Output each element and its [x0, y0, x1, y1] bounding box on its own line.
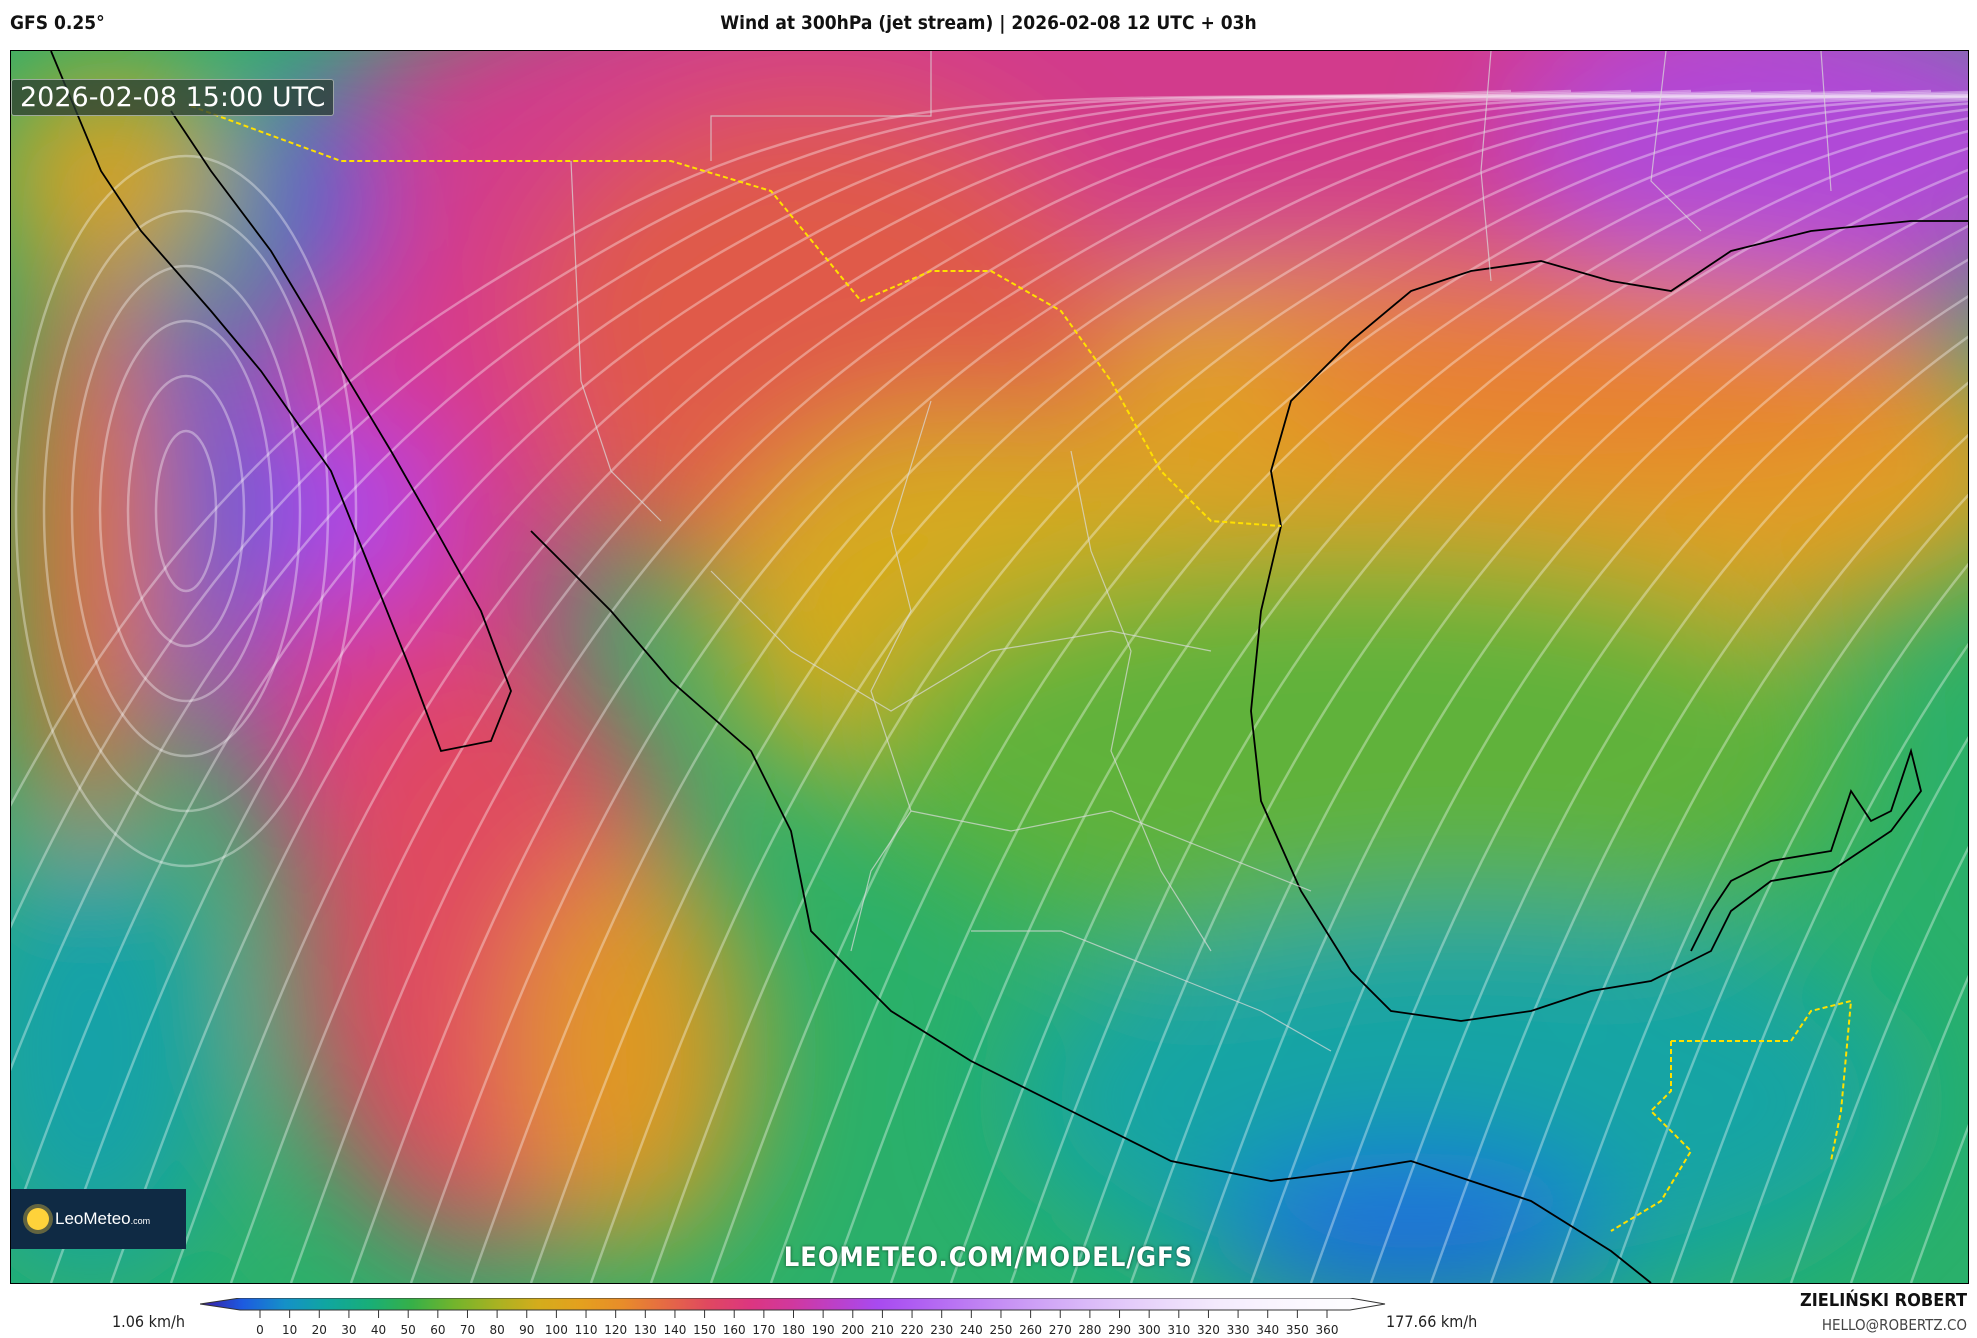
wind-field	[11, 51, 1968, 1283]
streamline	[1189, 224, 1968, 1283]
state-borders	[570, 51, 1832, 1052]
coastline	[50, 51, 1968, 1283]
colorbar-tick-label: 70	[460, 1323, 475, 1337]
colorbar-tick-label: 240	[960, 1323, 983, 1337]
streamline	[889, 117, 1968, 1283]
colorbar-tick-label: 140	[663, 1323, 686, 1337]
streamline	[1609, 562, 1968, 1283]
colorbar-tick-label: 30	[341, 1323, 356, 1337]
colorbar-tick-label: 250	[990, 1323, 1013, 1337]
valid-time-label: 2026-02-08 15:00 UTC	[11, 79, 335, 116]
colorbar-tick-label: 230	[930, 1323, 953, 1337]
streamlines	[11, 89, 1968, 1283]
colorbar-tick-label: 340	[1256, 1323, 1279, 1337]
colorbar-tick-label: 220	[901, 1323, 924, 1337]
streamline	[1009, 147, 1968, 1283]
streamline	[1129, 194, 1968, 1283]
model-label: GFS 0.25°	[10, 12, 105, 34]
streamline	[98, 319, 274, 703]
streamline	[229, 89, 1932, 1283]
streamline	[154, 429, 218, 593]
streamline	[469, 94, 1968, 1283]
colorbar-tick-label: 90	[519, 1323, 534, 1337]
streamline	[769, 102, 1968, 1283]
colorbar-tick-label: 10	[282, 1323, 297, 1337]
streamline	[1249, 258, 1968, 1283]
colorbar-tick-label: 360	[1316, 1323, 1339, 1337]
colorbar-tick-label: 100	[545, 1323, 568, 1337]
streamline	[829, 108, 1968, 1283]
map-title: Wind at 300hPa (jet stream) | 2026-02-08…	[720, 12, 1257, 34]
colorbar-tick-label: 0	[256, 1323, 264, 1337]
streamline	[11, 89, 1512, 807]
legend-max-label: 177.66 km/h	[1386, 1312, 1478, 1331]
streamline	[14, 154, 358, 868]
colorbar-tick-label: 60	[430, 1323, 445, 1337]
watermark-url: LEOMETEO.COM/MODEL/GFS	[783, 1242, 1194, 1273]
colorbar-tick-label: 40	[371, 1323, 386, 1337]
colorbar-tick-label: 320	[1197, 1323, 1220, 1337]
streamline	[949, 129, 1968, 1283]
colorbar-tick-label: 200	[841, 1323, 864, 1337]
colorbar-tick-label: 160	[723, 1323, 746, 1337]
streamline	[349, 92, 1968, 1283]
colorbar-tick-label: 20	[312, 1323, 327, 1337]
streamline	[1489, 433, 1968, 1283]
colorbar-tick-label: 210	[871, 1323, 894, 1337]
streamline	[169, 89, 1872, 1283]
colorbar-tick-label: 300	[1138, 1323, 1161, 1337]
streamline	[70, 264, 302, 758]
colorbar-tick-label: 50	[401, 1323, 416, 1337]
colorbar-tick-label: 290	[1108, 1323, 1131, 1337]
streamline	[649, 96, 1968, 1283]
colorbar-tick-label: 170	[752, 1323, 775, 1337]
wind-map[interactable]: 2026-02-08 15:00 UTC LeoMeteo.com	[10, 50, 1969, 1284]
streamline	[1669, 642, 1968, 1283]
streamline	[409, 93, 1968, 1283]
logo-text: LeoMeteo	[55, 1209, 131, 1228]
colorbar-tick-label: 330	[1227, 1323, 1250, 1337]
streamline	[49, 89, 1752, 1283]
streamline	[11, 89, 1632, 1072]
colorbar-tick-label: 190	[812, 1323, 835, 1337]
streamline	[1429, 381, 1968, 1283]
streamline	[289, 90, 1968, 1283]
streamline	[42, 209, 330, 813]
streamline	[529, 95, 1968, 1283]
author-email: HELLO@ROBERTZ.CO	[1821, 1316, 1967, 1334]
streamline	[1369, 335, 1968, 1283]
streamline	[1789, 845, 1968, 1283]
streamline	[11, 89, 1692, 1232]
streamline	[109, 89, 1812, 1283]
wind-speed-shading	[11, 51, 1968, 1283]
colorbar-tick-label: 150	[693, 1323, 716, 1337]
streamline	[1069, 168, 1968, 1283]
author-name: ZIELIŃSKI ROBERT	[1800, 1290, 1967, 1311]
colorbar-tick-label: 310	[1167, 1323, 1190, 1337]
colorbar-tick-label: 280	[1078, 1323, 1101, 1337]
colorbar-tick-label: 110	[575, 1323, 598, 1337]
streamline	[709, 98, 1968, 1283]
streamline	[1549, 493, 1968, 1283]
colorbar-tick-label: 260	[1019, 1323, 1042, 1337]
colorbar-tick-label: 80	[489, 1323, 504, 1337]
colorbar-tick-label: 350	[1286, 1323, 1309, 1337]
legend-min-label: 1.06 km/h	[112, 1312, 185, 1331]
colorbar-tick-label: 180	[782, 1323, 805, 1337]
leometeo-logo[interactable]: LeoMeteo.com	[11, 1189, 186, 1249]
streamline	[11, 89, 1572, 929]
colorbar-gradient	[200, 1298, 1386, 1311]
border-us-mexico	[190, 105, 1853, 1232]
logo-suffix: .com	[130, 1216, 151, 1226]
sun-icon	[27, 1208, 49, 1230]
colorbar-tick-label: 120	[604, 1323, 627, 1337]
streamline	[126, 374, 246, 648]
streamline	[589, 95, 1968, 1283]
colorbar-tick-label: 130	[634, 1323, 657, 1337]
streamline	[1729, 736, 1968, 1283]
colorbar-tick-label: 270	[1049, 1323, 1072, 1337]
streamline	[1309, 295, 1968, 1283]
colorbar: 0 10 20 30 40 50 60 70 80 90 100 110 120 130 140 150 160…	[200, 1298, 1386, 1337]
